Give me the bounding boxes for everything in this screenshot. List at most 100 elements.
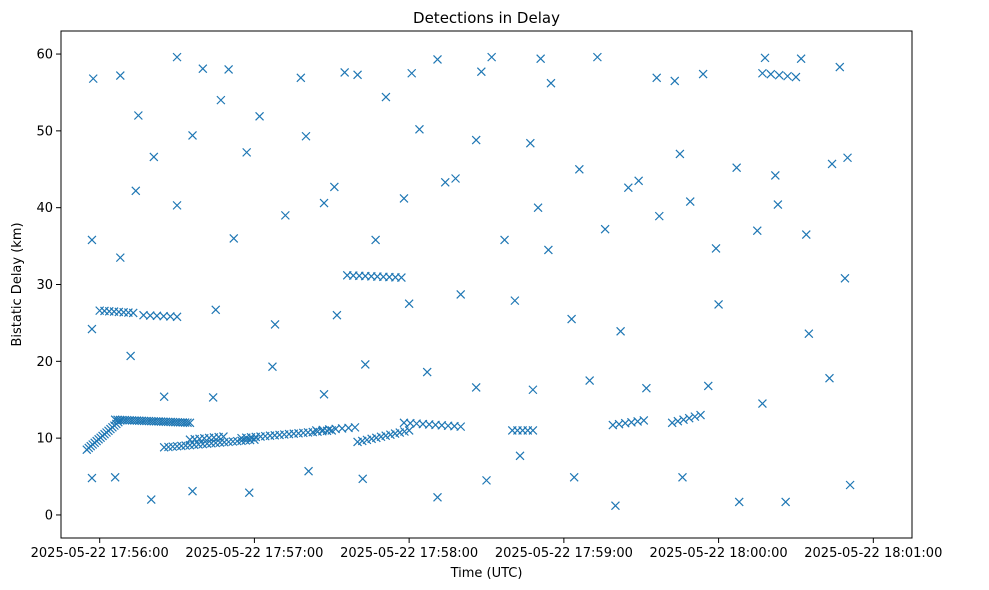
data-point [415, 124, 424, 134]
data-point [371, 235, 381, 245]
data-point [670, 76, 680, 86]
data-point [208, 392, 218, 402]
data-point [131, 186, 141, 196]
data-point [825, 373, 834, 383]
data-point [168, 442, 178, 452]
data-point [758, 399, 767, 408]
data-point [270, 320, 280, 329]
data-point [268, 362, 277, 372]
data-point [244, 488, 254, 498]
x-tick-label: 2025-05-22 17:58:00 [340, 546, 478, 561]
data-point [616, 326, 626, 336]
data-point [152, 311, 162, 321]
x-tick-label: 2025-05-22 17:56:00 [31, 546, 169, 561]
data-point [781, 497, 791, 507]
data-point [110, 472, 120, 482]
data-point [714, 300, 724, 309]
data-point [145, 311, 155, 320]
data-point [296, 73, 306, 83]
data-point [515, 451, 525, 461]
data-point [422, 367, 432, 377]
data-point [546, 78, 556, 88]
data-point [770, 170, 780, 180]
x-tick-label: 2025-05-22 18:00:00 [650, 546, 788, 561]
data-point [574, 164, 584, 174]
data-point [528, 385, 538, 395]
data-point [611, 501, 620, 511]
plot-frame [60, 30, 913, 539]
data-point [734, 497, 744, 507]
data-point [133, 111, 143, 120]
data-point [329, 182, 339, 192]
data-point [304, 466, 313, 476]
data-point [592, 52, 602, 62]
data-markers [82, 52, 855, 511]
data-point [471, 383, 481, 392]
data-point [827, 159, 837, 169]
data-point [639, 416, 649, 425]
data-point [801, 230, 811, 239]
data-point [159, 311, 169, 321]
data-point [319, 198, 329, 208]
data-point [353, 70, 362, 80]
data-point [172, 52, 182, 62]
data-point [198, 64, 208, 74]
data-point [185, 418, 195, 428]
data-point [690, 412, 700, 422]
data-point [634, 176, 644, 186]
data-point [159, 392, 169, 402]
data-point [229, 233, 239, 243]
data-point [698, 69, 708, 79]
data-point [396, 273, 406, 283]
data-point [381, 92, 391, 102]
data-point [843, 153, 852, 163]
y-tick-label: 40 [36, 201, 53, 216]
data-point [280, 210, 290, 220]
data-point [510, 296, 520, 306]
data-point [684, 413, 694, 423]
data-point [758, 68, 767, 78]
data-point [711, 243, 721, 253]
data-point [358, 474, 368, 484]
data-point [451, 174, 460, 183]
data-point [732, 163, 742, 173]
data-point [165, 312, 175, 321]
data-point [456, 422, 466, 432]
data-point [188, 131, 197, 140]
data-point [678, 472, 687, 482]
y-tick-label: 0 [45, 508, 53, 523]
data-point [332, 310, 342, 320]
data-point [456, 290, 466, 299]
y-tick-label: 30 [36, 278, 53, 293]
data-point [404, 299, 414, 309]
data-point [115, 71, 125, 80]
data-point [703, 381, 713, 391]
y-tick-label: 10 [36, 432, 53, 447]
data-point [340, 68, 350, 77]
data-point [149, 152, 159, 162]
data-point [667, 418, 677, 428]
data-point [350, 422, 360, 432]
data-point [835, 62, 845, 72]
data-point [673, 416, 683, 426]
data-point [796, 54, 806, 64]
data-point [216, 95, 226, 105]
data-point [407, 68, 417, 78]
data-point [87, 235, 97, 245]
data-point [87, 473, 97, 483]
data-point [433, 492, 442, 502]
data-point [128, 308, 138, 318]
data-point [176, 441, 186, 451]
data-point [164, 442, 173, 452]
y-tick-label: 60 [36, 48, 53, 63]
data-point [679, 415, 688, 425]
y-tick-label: 20 [36, 355, 53, 370]
data-point [476, 67, 486, 77]
chart-title: Detections in Delay [413, 9, 560, 27]
data-point [774, 70, 784, 80]
data-point [654, 211, 664, 221]
data-point [232, 436, 242, 446]
data-point [224, 64, 234, 74]
data-point [528, 426, 538, 435]
